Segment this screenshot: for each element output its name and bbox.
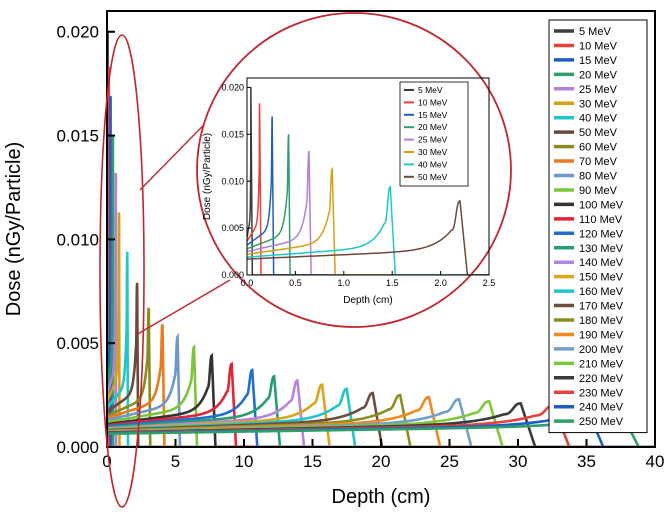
x-tick-label: 0.5 xyxy=(289,278,302,288)
x-tick-label: 5 xyxy=(171,452,180,471)
x-axis-title: Depth (cm) xyxy=(343,295,392,306)
series-line-40-mev xyxy=(107,251,655,447)
series-line-90-mev xyxy=(107,343,655,447)
legend-label: 150 MeV xyxy=(579,272,624,284)
x-tick-label: 30 xyxy=(509,452,528,471)
legend-label: 170 MeV xyxy=(579,301,624,313)
y-tick-label: 0.005 xyxy=(56,334,99,353)
plot-frame xyxy=(246,77,490,276)
legend-label: 80 MeV xyxy=(579,171,618,183)
series-line-5-mev xyxy=(247,87,489,275)
series-line-50-mev xyxy=(107,282,655,447)
x-axis-title: Depth (cm) xyxy=(332,486,431,508)
series-line-110-mev xyxy=(107,361,655,447)
legend-label: 70 MeV xyxy=(579,156,618,168)
legend-label: 130 MeV xyxy=(579,243,624,255)
y-axis-title: Dose (nGy/Particle) xyxy=(202,133,213,220)
y-tick-label: 0.015 xyxy=(221,129,244,139)
series-line-80-mev xyxy=(107,332,655,447)
series-line-120-mev xyxy=(107,368,655,447)
series-line-130-mev xyxy=(107,374,655,447)
y-tick-label: 0.000 xyxy=(221,270,244,280)
series-line-10-mev xyxy=(247,103,489,275)
legend-label: 60 MeV xyxy=(579,142,618,154)
series-line-100-mev xyxy=(107,352,655,447)
legend-box xyxy=(548,19,648,434)
legend-label: 110 MeV xyxy=(579,214,623,226)
legend-label: 210 MeV xyxy=(579,358,624,370)
inset-legend-label: 15 MeV xyxy=(418,110,448,120)
y-tick-label: 0.010 xyxy=(56,230,99,249)
legend-label: 230 MeV xyxy=(579,387,624,399)
inset-plot: 0.0 0.5 1.0 1.5 2.0 2.5 0.000 0.005 0.010 0.015 0.… xyxy=(202,77,496,306)
inset-legend-label: 30 MeV xyxy=(418,147,448,157)
inset-legend-label: 40 MeV xyxy=(418,159,448,169)
legend-label: 90 MeV xyxy=(579,185,618,197)
y-tick-label: 0.010 xyxy=(221,176,244,186)
y-tick-label: 0.020 xyxy=(221,83,244,93)
legend-label: 50 MeV xyxy=(579,127,618,139)
series-line-25-mev xyxy=(107,172,655,447)
legend-label: 30 MeV xyxy=(579,98,618,110)
series-line-50-mev xyxy=(247,199,489,275)
legend-label: 200 MeV xyxy=(579,344,624,356)
legend-label: 25 MeV xyxy=(579,84,618,96)
legend-label: 100 MeV xyxy=(579,199,624,211)
legend-label: 140 MeV xyxy=(579,257,624,269)
series-line-30-mev xyxy=(247,166,489,275)
legend-label: 10 MeV xyxy=(579,40,618,52)
legend-label: 250 MeV xyxy=(579,416,624,428)
x-tick-label: 15 xyxy=(303,452,322,471)
x-tick-label: 20 xyxy=(372,452,391,471)
series-line-15-mev xyxy=(247,116,489,275)
inset-legend-label: 25 MeV xyxy=(418,135,448,145)
main-plot: 0 5 10 15 20 25 30 35 400.0000.0050.0100.0150.02… xyxy=(3,10,665,508)
y-axis-title: Dose (nGy/Particle) xyxy=(3,142,25,317)
x-tick-label: 0 xyxy=(102,452,111,471)
x-tick-label: 2.5 xyxy=(483,278,496,288)
x-tick-label: 1.5 xyxy=(386,278,399,288)
y-tick-label: 0.020 xyxy=(56,23,99,42)
x-tick-label: 25 xyxy=(440,452,459,471)
inset-legend-label: 20 MeV xyxy=(418,122,448,132)
legend-label: 15 MeV xyxy=(579,55,618,67)
x-tick-label: 2.0 xyxy=(434,278,447,288)
legend-label: 20 MeV xyxy=(579,69,618,81)
zoom-connector-bottom xyxy=(135,279,231,336)
legend-label: 190 MeV xyxy=(579,329,624,341)
legend-label: 40 MeV xyxy=(579,113,618,125)
inset-legend-label: 10 MeV xyxy=(418,97,448,107)
inset-legend-box xyxy=(399,81,469,187)
x-tick-label: 10 xyxy=(235,452,254,471)
series-line-20-mev xyxy=(107,135,655,447)
legend-label: 120 MeV xyxy=(579,228,624,240)
legend-label: 220 MeV xyxy=(579,373,624,385)
y-tick-label: 0.005 xyxy=(221,223,244,233)
series-line-20-mev xyxy=(247,134,489,275)
y-tick-label: 0.015 xyxy=(56,127,99,146)
inset-legend-label: 5 MeV xyxy=(418,85,443,95)
legend-label: 240 MeV xyxy=(579,402,624,414)
legend-label: 5 MeV xyxy=(579,26,611,38)
series-line-40-mev xyxy=(247,185,489,275)
y-tick-label: 0.000 xyxy=(56,438,99,457)
series-line-25-mev xyxy=(247,150,489,275)
legend-label: 160 MeV xyxy=(579,286,624,298)
inset-legend-label: 50 MeV xyxy=(418,172,448,182)
series-line-30-mev xyxy=(107,212,655,447)
series-line-60-mev xyxy=(107,307,655,447)
legend-label: 180 MeV xyxy=(579,315,624,327)
x-tick-label: 0.0 xyxy=(241,278,254,288)
x-tick-label: 40 xyxy=(646,452,665,471)
x-tick-label: 1.0 xyxy=(338,278,351,288)
x-tick-label: 35 xyxy=(577,452,596,471)
main-legend: 5 MeV 10 MeV 15 MeV 20 MeV 25 MeV 30 MeV 40 Me… xyxy=(548,19,648,434)
zoom-source-ellipse xyxy=(99,34,145,508)
